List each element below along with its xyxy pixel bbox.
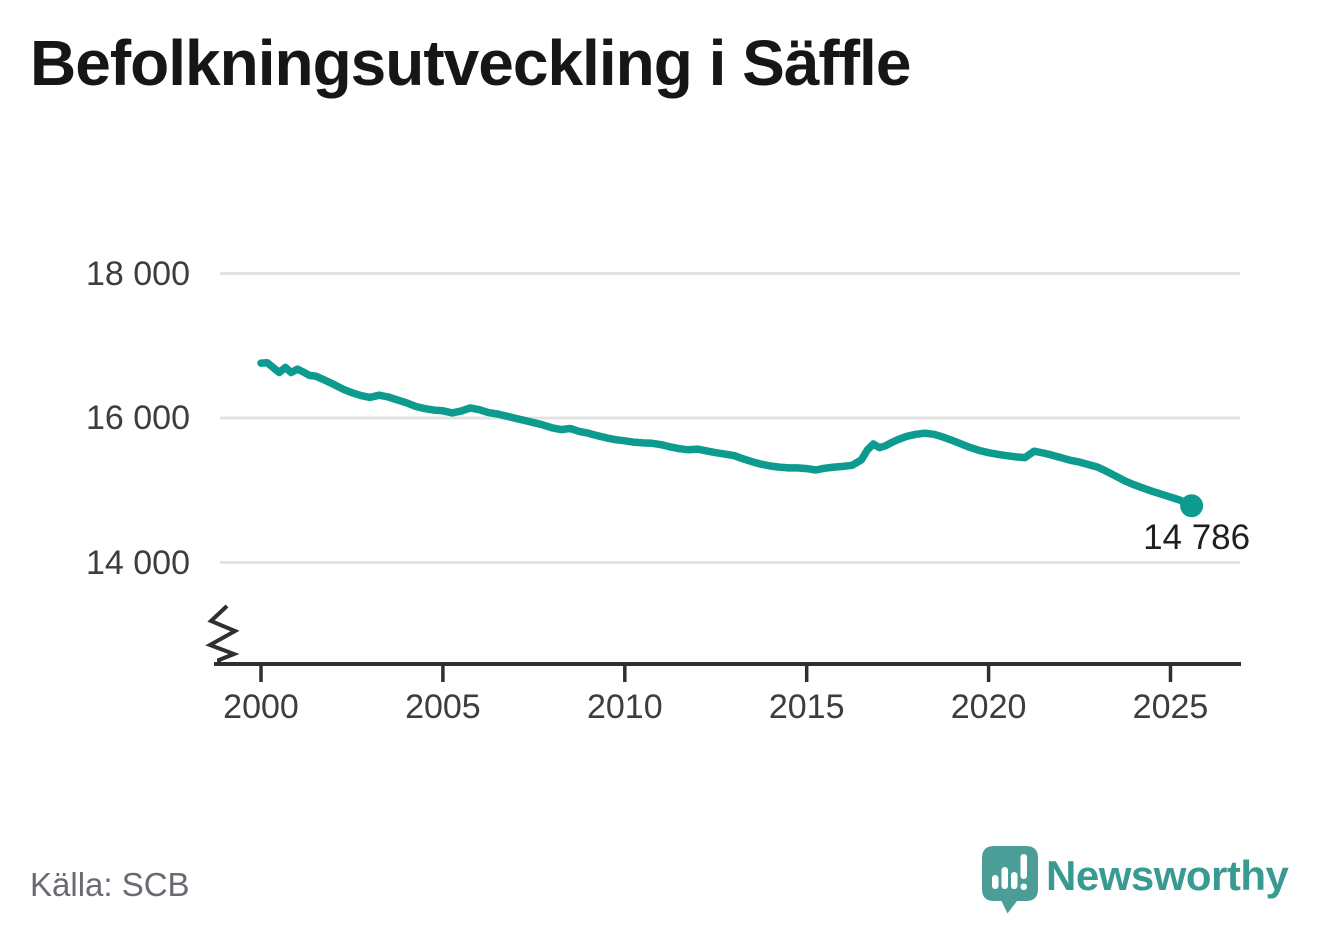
x-axis	[205, 604, 1241, 682]
logo-bar-2	[1001, 867, 1008, 889]
gridlines	[220, 272, 1240, 564]
x-axis-label: 2025	[1132, 688, 1209, 726]
newsworthy-logo-icon	[982, 846, 1038, 914]
brand-wordmark: Newsworthy	[1046, 852, 1289, 899]
y-axis-label: 16 000	[86, 399, 190, 437]
logo-bar-3	[1011, 872, 1018, 889]
end-value-label: 14 786	[1143, 517, 1251, 557]
population-line	[257, 358, 1196, 510]
x-axis-label: 2010	[586, 688, 663, 726]
x-axis-label: 2005	[405, 688, 481, 726]
x-axis-label: 2015	[768, 688, 845, 726]
x-axis-label: 2020	[950, 688, 1027, 726]
axis-break-zigzag	[205, 604, 240, 664]
y-axis-label: 18 000	[86, 254, 190, 293]
source-attribution: Källa: SCB	[30, 866, 190, 903]
logo-exclamation-bar	[1020, 854, 1027, 879]
logo-bar-1	[992, 875, 999, 889]
series-group	[257, 358, 1204, 518]
x-axis-label: 2000	[223, 688, 299, 726]
x-ticks	[259, 666, 1173, 682]
y-axis-label: 14 000	[86, 543, 190, 582]
end-point-dot	[1180, 494, 1204, 518]
logo-exclamation-dot	[1020, 883, 1027, 890]
page-title: Befolkningsutveckling i Säffle	[30, 27, 911, 99]
logo-bubble	[982, 846, 1038, 914]
